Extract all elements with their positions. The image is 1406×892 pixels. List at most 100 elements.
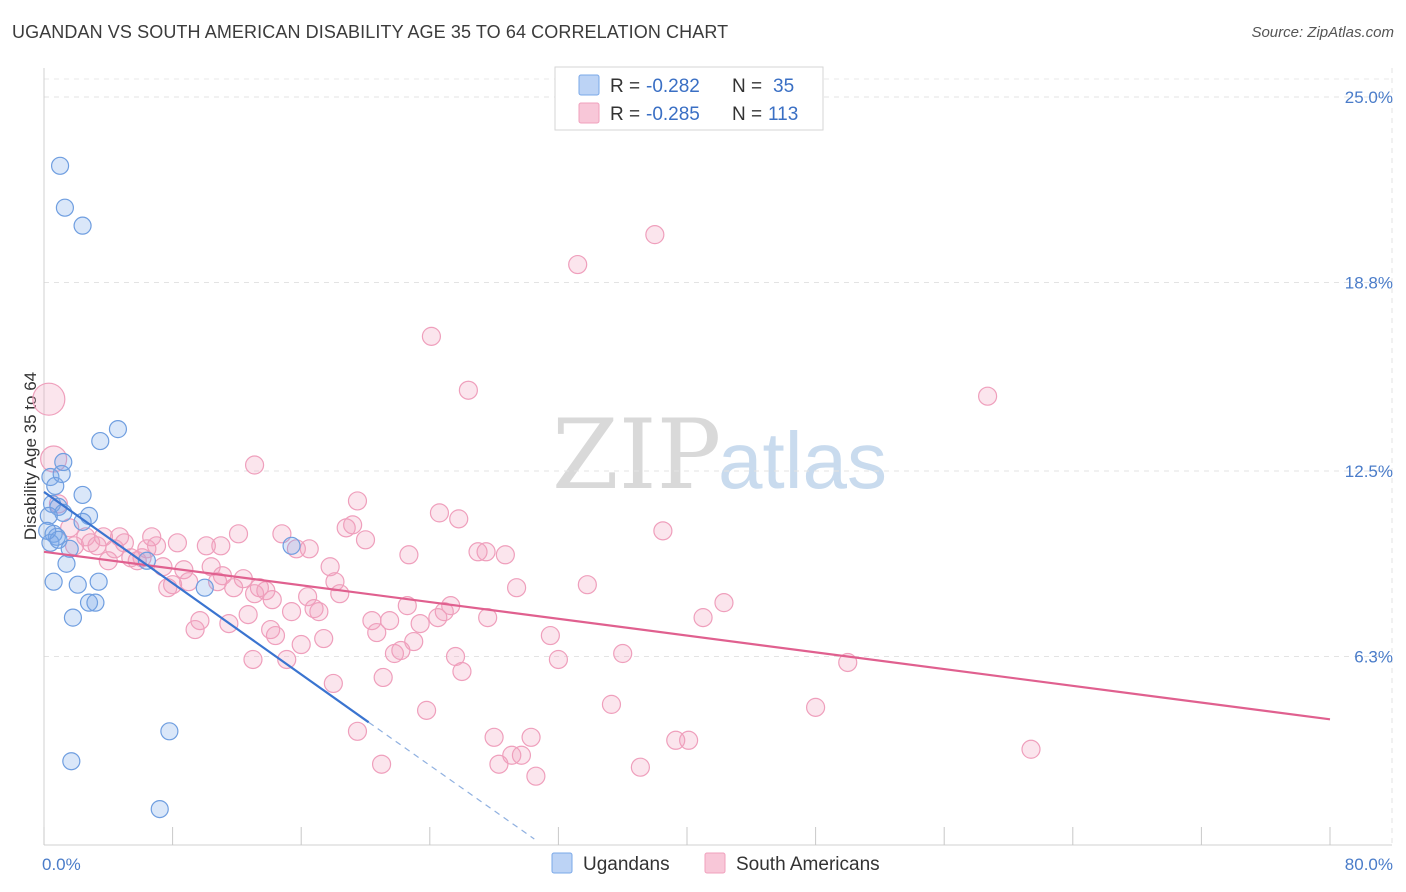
south-americans-point	[429, 503, 450, 523]
watermark-atlas: atlas	[718, 416, 887, 505]
south-americans-point	[630, 757, 650, 777]
south-americans-point	[421, 326, 442, 346]
ugandans-point	[91, 431, 110, 451]
south-americans-point	[548, 649, 569, 670]
south-americans-point	[238, 605, 258, 625]
ugandans-point	[68, 575, 87, 594]
south-americans-point	[299, 539, 319, 559]
south-americans-point	[243, 649, 263, 670]
south-americans-point	[347, 721, 368, 741]
correlation-legend: R = -0.282 N = 35 R = -0.285 N = 113	[554, 66, 824, 131]
south-americans-point	[714, 593, 734, 613]
south-americans-point	[93, 527, 114, 547]
south-americans-point	[367, 622, 387, 643]
legend-ugandans-swatch	[578, 74, 600, 96]
legend-south-americans-r-label: R =	[610, 104, 640, 125]
south-americans-point	[320, 557, 340, 577]
south-americans-point	[262, 590, 282, 610]
chart-title: UGANDAN VS SOUTH AMERICAN DISABILITY AGE…	[12, 22, 729, 42]
south-americans-points	[32, 225, 1041, 786]
south-americans-point	[373, 667, 393, 688]
legend-ugandans-n-label: N =	[732, 76, 762, 97]
south-americans-point	[404, 631, 424, 652]
watermark-zip: ZIP	[552, 399, 721, 511]
legend-south-americans-n-value: 113	[768, 104, 798, 125]
south-americans-point	[211, 536, 231, 556]
legend-ugandans-r-value: -0.282	[646, 76, 700, 97]
south-americans-point	[179, 572, 199, 592]
south-americans-point	[371, 754, 392, 774]
south-americans-point	[468, 542, 488, 562]
south-americans-point	[343, 515, 363, 535]
y-tick-label: 12.5%	[1345, 462, 1393, 481]
south-americans-point	[330, 584, 350, 604]
ugandans-point	[195, 578, 214, 597]
south-americans-point	[476, 542, 496, 562]
ugandans-point	[63, 608, 83, 627]
south-americans-point	[452, 661, 472, 682]
ugandans-point	[73, 485, 92, 505]
south-americans-trendline	[43, 550, 1331, 721]
y-tick-label: 6.3%	[1354, 648, 1393, 667]
south-americans-point	[228, 524, 249, 544]
ugandans-trendline-extension	[368, 721, 535, 840]
y-tick-label: 18.8%	[1345, 274, 1393, 293]
south-americans-point	[458, 380, 478, 400]
south-americans-point	[132, 548, 152, 568]
ugandans-point	[73, 216, 92, 235]
series-legend-ugandans-swatch	[551, 852, 573, 874]
ugandans-point	[86, 593, 105, 612]
ugandans-point	[38, 521, 57, 540]
south-americans-point	[397, 596, 417, 616]
legend-box	[554, 66, 824, 131]
ugandans-point	[60, 539, 79, 558]
south-americans-point	[314, 628, 334, 649]
south-americans-point	[399, 545, 419, 565]
y-axis-tick-labels: 6.3% 12.5% 18.8% 25.0%	[1345, 88, 1393, 667]
legend-south-americans-swatch	[578, 102, 600, 124]
legend-ugandans-n-value: 35	[773, 76, 794, 97]
south-americans-point	[410, 613, 430, 634]
ugandans-point	[108, 420, 128, 439]
y-tick-label: 25.0%	[1345, 88, 1393, 107]
ugandans-point	[50, 156, 70, 175]
ugandans-point	[57, 554, 76, 573]
south-americans-point	[323, 673, 343, 694]
south-americans-point	[244, 455, 265, 475]
south-americans-point	[511, 745, 532, 765]
legend-ugandans-r-label: R =	[610, 76, 640, 97]
south-americans-point	[526, 766, 546, 786]
legend-south-americans-n-label: N =	[732, 104, 762, 125]
south-americans-point	[380, 610, 400, 631]
south-americans-point	[347, 491, 368, 511]
ugandans-point	[55, 198, 74, 217]
x-axis-ticks	[43, 827, 1331, 845]
south-americans-point	[449, 509, 469, 529]
south-americans-point	[613, 643, 633, 664]
south-americans-point	[277, 649, 297, 670]
south-americans-point	[502, 745, 522, 765]
south-americans-point	[32, 382, 66, 416]
ugandans-points	[38, 156, 301, 819]
south-americans-point	[679, 730, 699, 750]
x-tick-label-min: 0.0%	[42, 855, 81, 874]
south-americans-point	[167, 533, 188, 553]
series-legend-south-americans-label: South Americans	[736, 854, 880, 875]
ugandans-point	[79, 593, 99, 612]
ugandans-point	[41, 467, 60, 487]
ugandans-point	[282, 536, 301, 555]
ugandans-point	[89, 572, 108, 591]
ugandans-trendline	[43, 491, 370, 724]
south-americans-point	[265, 625, 286, 646]
series-legend-ugandans-label: Ugandans	[583, 854, 670, 875]
south-americans-point	[507, 578, 527, 598]
south-americans-point	[298, 587, 318, 607]
south-americans-point	[653, 521, 673, 541]
south-americans-point	[645, 225, 665, 245]
south-americans-point	[355, 530, 376, 550]
ugandans-point	[44, 572, 63, 591]
south-americans-point	[568, 254, 588, 275]
south-americans-point	[291, 634, 311, 655]
south-americans-point	[142, 527, 162, 547]
